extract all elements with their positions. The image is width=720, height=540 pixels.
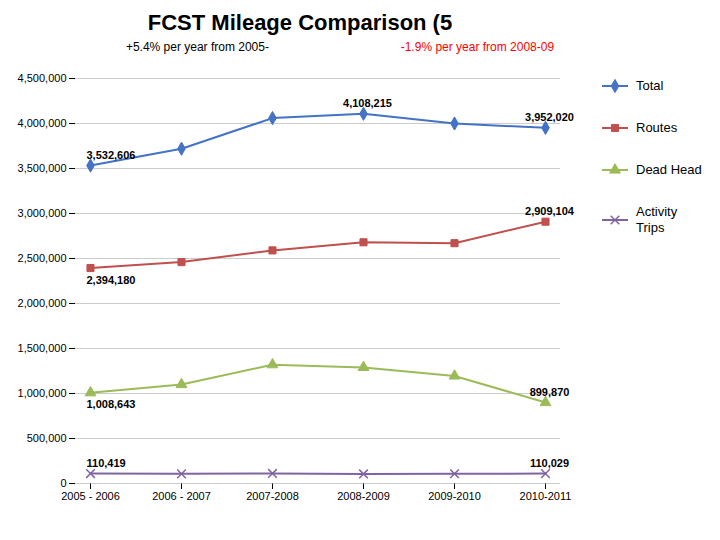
svg-text:4,500,000: 4,500,000 [18, 72, 67, 84]
svg-text:2008-2009: 2008-2009 [337, 490, 390, 502]
svg-text:2,394,180: 2,394,180 [87, 274, 136, 286]
svg-text:4,108,215: 4,108,215 [343, 97, 392, 109]
svg-text:0: 0 [60, 477, 66, 489]
svg-text:1,500,000: 1,500,000 [18, 342, 67, 354]
svg-text:2,909,104: 2,909,104 [525, 205, 575, 217]
svg-text:2007-2008: 2007-2008 [246, 490, 299, 502]
html-text:Total: Total [636, 78, 664, 94]
svg-text:899,870: 899,870 [530, 386, 570, 398]
svg-text:2006 - 2007: 2006 - 2007 [152, 490, 211, 502]
html-text:Dead Head: Dead Head [636, 162, 702, 178]
html-text:-1.9% per year from 2008-09: -1.9% per year from 2008-09 [400, 40, 555, 54]
svg-text:110,029: 110,029 [530, 457, 569, 469]
html-text:+5.4% per year from 2005-: +5.4% per year from 2005- [125, 40, 269, 54]
svg-text:2010-2011: 2010-2011 [520, 490, 572, 502]
svg-text:2,500,000: 2,500,000 [18, 252, 67, 264]
svg-text:500,000: 500,000 [27, 432, 67, 444]
svg-text:2009-2010: 2009-2010 [428, 490, 481, 502]
svg-text:2,000,000: 2,000,000 [18, 297, 67, 309]
svg-text:1,008,643: 1,008,643 [87, 398, 136, 410]
svg-text:1,000,000: 1,000,000 [18, 387, 67, 399]
svg-text:4,000,000: 4,000,000 [18, 117, 67, 129]
html-text:Activity Trips: Activity Trips [636, 204, 678, 235]
svg-text:110,419: 110,419 [87, 457, 126, 469]
html-text:FCST Mileage Comparison (5: FCST Mileage Comparison (5 [147, 10, 453, 35]
svg-text:3,000,000: 3,000,000 [18, 207, 67, 219]
svg-text:2005 - 2006: 2005 - 2006 [61, 490, 120, 502]
html-text:Routes: Routes [636, 120, 678, 136]
svg-text:3,500,000: 3,500,000 [18, 162, 67, 174]
svg-text:3,532,606: 3,532,606 [87, 149, 136, 161]
svg-text:3,952,020: 3,952,020 [525, 111, 574, 123]
